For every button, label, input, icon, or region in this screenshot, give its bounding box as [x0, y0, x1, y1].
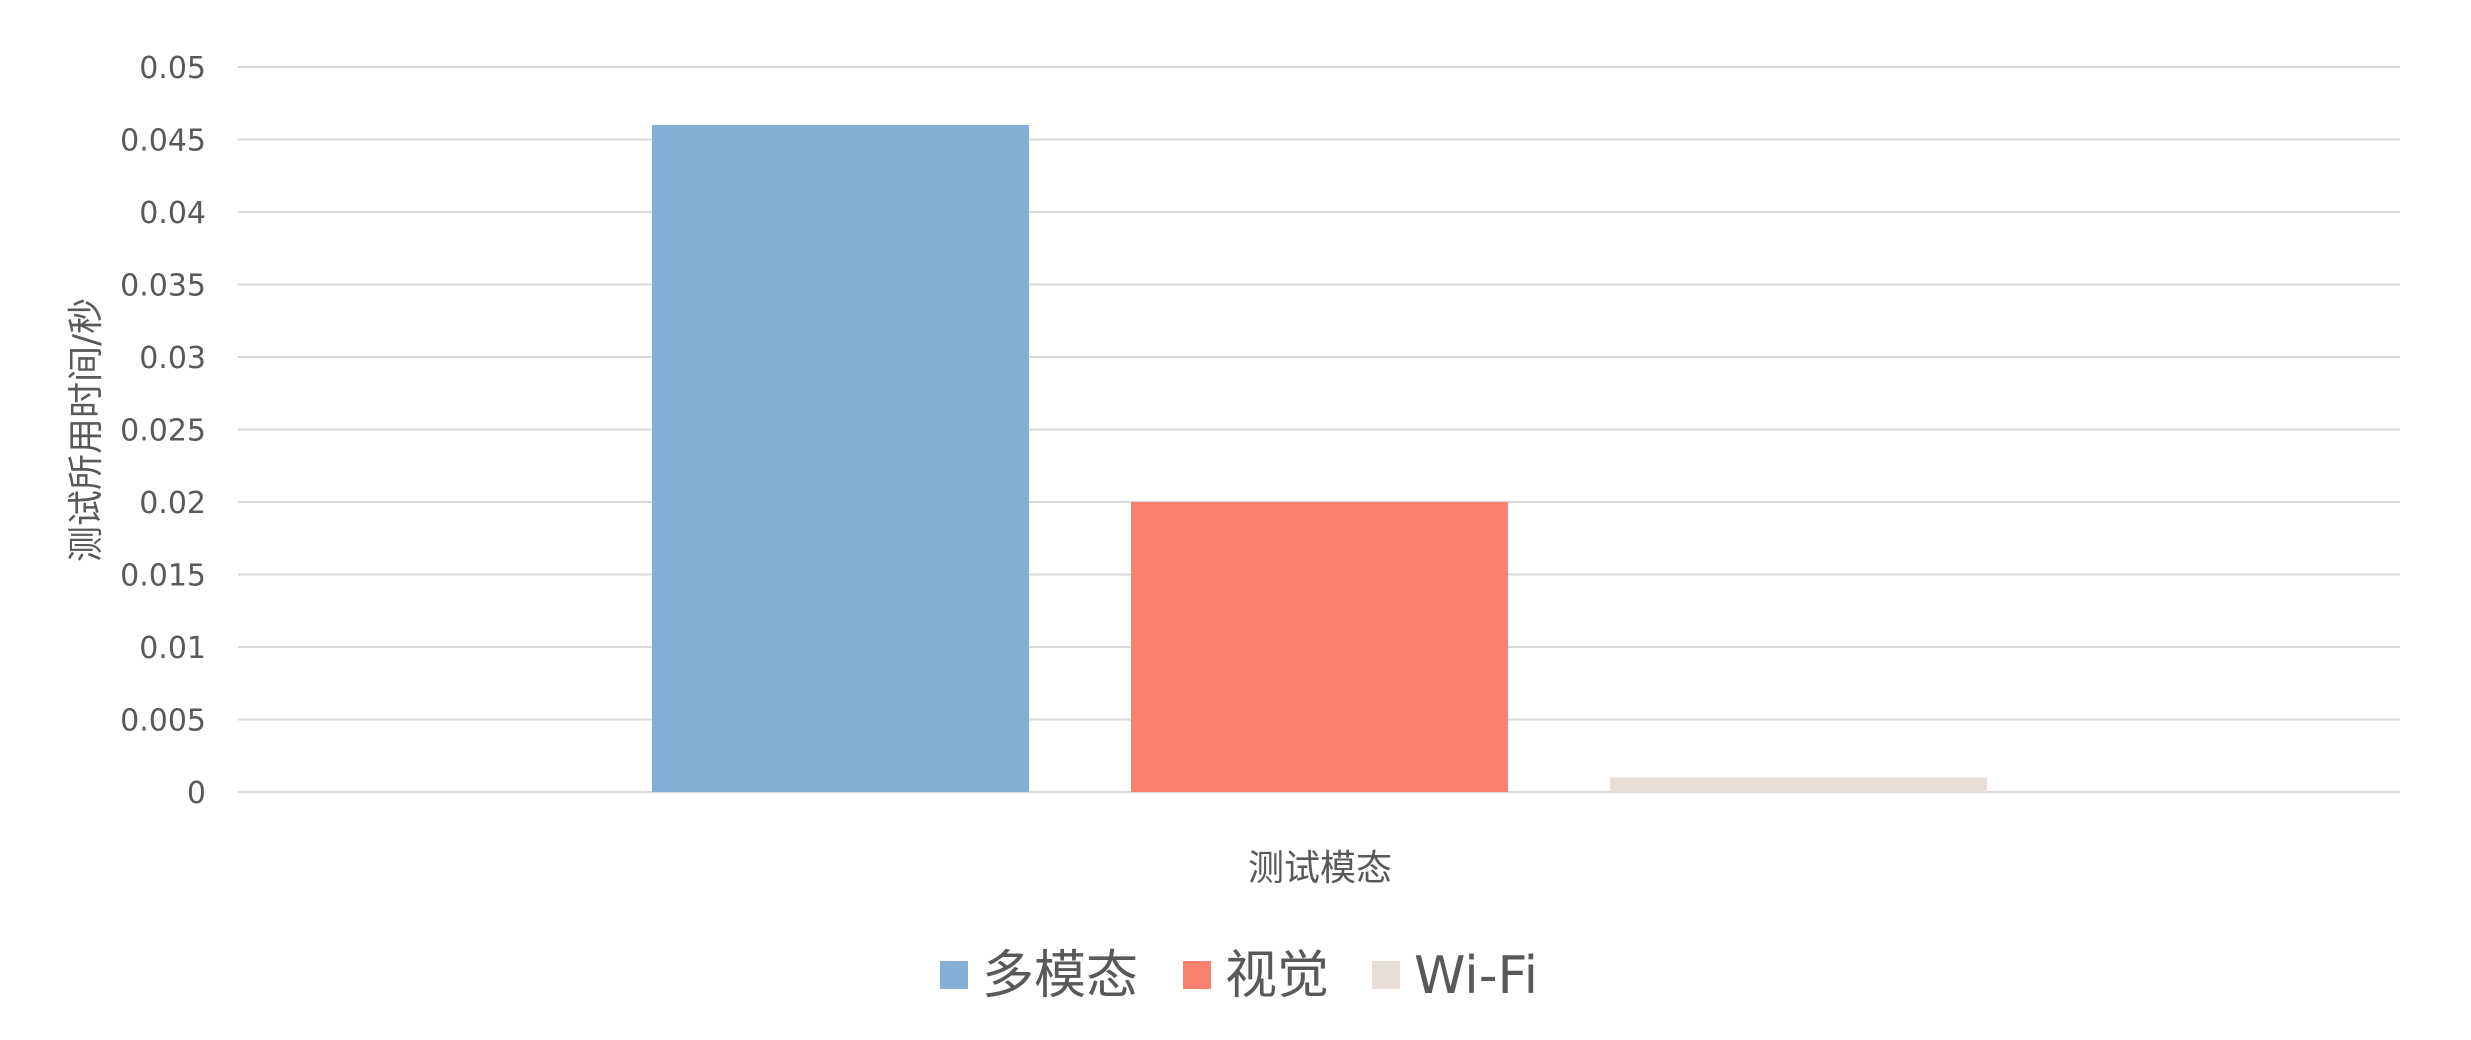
legend-label: 多模态	[982, 946, 1138, 1006]
y-tick-label: 0.05	[139, 51, 206, 86]
legend-item-2: Wi-Fi	[1372, 946, 1538, 1006]
legend-swatch	[940, 961, 968, 989]
legend-label: Wi-Fi	[1414, 946, 1538, 1006]
bar-1	[1131, 502, 1508, 792]
y-tick-label: 0.04	[139, 196, 206, 231]
y-tick-label: 0.025	[120, 414, 206, 449]
bar-0	[652, 125, 1029, 792]
bar-2	[1610, 778, 1987, 793]
y-tick-label: 0.01	[139, 631, 206, 666]
legend-item-0: 多模态	[940, 946, 1138, 1006]
y-tick-label: 0.03	[139, 341, 206, 376]
legend-item-1: 视觉	[1183, 946, 1329, 1006]
x-axis-title: 测试模态	[1248, 848, 1392, 889]
y-tick-label: 0.045	[120, 124, 206, 159]
legend-label: 视觉	[1225, 946, 1329, 1006]
y-axis-title: 测试所用时间/秒	[66, 298, 107, 562]
y-tick-label: 0.035	[120, 269, 206, 304]
y-axis-ticks: 0 0.005 0.01 0.015 0.02 0.025 0.03 0.035 0.04 0.0…	[120, 51, 206, 811]
y-tick-label: 0.015	[120, 559, 206, 594]
y-tick-label: 0	[187, 776, 206, 811]
legend-swatch	[1372, 961, 1400, 989]
y-tick-label: 0.005	[120, 704, 206, 739]
legend: 多模态 视觉 Wi-Fi	[940, 946, 1538, 1006]
y-tick-label: 0.02	[139, 486, 206, 521]
legend-swatch	[1183, 961, 1211, 989]
bars	[652, 125, 1987, 792]
